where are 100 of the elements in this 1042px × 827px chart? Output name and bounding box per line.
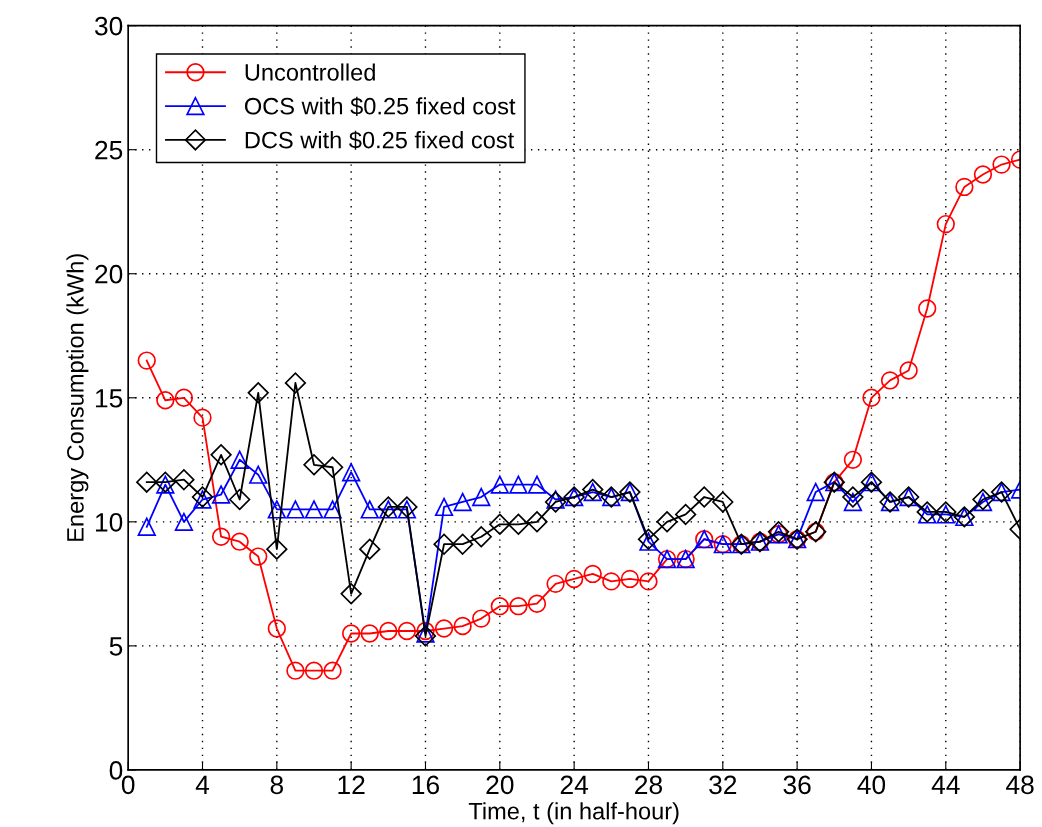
point xyxy=(602,572,621,591)
point xyxy=(340,583,362,605)
point xyxy=(472,487,491,507)
point xyxy=(284,372,307,394)
point xyxy=(992,155,1011,174)
point xyxy=(286,661,305,680)
point xyxy=(341,463,361,482)
point xyxy=(862,388,881,407)
point xyxy=(211,485,231,504)
x-axis-title: Time, t (in half-hour) xyxy=(468,802,679,825)
point xyxy=(639,572,658,591)
point xyxy=(973,165,993,184)
point xyxy=(527,475,547,494)
point xyxy=(490,475,509,494)
point xyxy=(211,527,231,546)
y-tick-label: 25 xyxy=(95,140,123,160)
point xyxy=(267,500,286,519)
point xyxy=(880,371,900,390)
point xyxy=(359,538,381,560)
point xyxy=(656,511,678,533)
y-tick-label: 30 xyxy=(94,16,123,36)
x-tick-label: 44 xyxy=(931,775,960,794)
y-tick-label: 0 xyxy=(109,761,123,780)
point xyxy=(583,564,602,584)
point xyxy=(323,661,342,680)
point xyxy=(230,532,249,551)
point xyxy=(323,500,342,519)
x-tick-label: 36 xyxy=(783,775,811,795)
y-tick-label: 10 xyxy=(95,512,123,532)
point xyxy=(136,471,158,493)
point xyxy=(526,511,548,533)
point xyxy=(156,391,175,410)
point xyxy=(490,597,509,616)
point xyxy=(321,456,344,478)
point xyxy=(174,388,194,407)
point xyxy=(712,491,734,513)
x-tick-label: 48 xyxy=(1006,775,1034,795)
point xyxy=(546,574,565,594)
point xyxy=(304,500,324,519)
point xyxy=(693,486,715,508)
point xyxy=(472,609,491,628)
point xyxy=(266,538,288,560)
y-tick-label: 5 xyxy=(109,637,123,656)
point xyxy=(286,500,305,519)
point xyxy=(193,408,212,427)
point xyxy=(360,500,379,519)
point xyxy=(955,177,974,197)
point xyxy=(360,624,379,643)
y-axis-title: Energy Consumption (kWh) xyxy=(66,254,89,541)
point xyxy=(936,214,955,234)
x-tick-label: 28 xyxy=(635,775,662,795)
point xyxy=(397,621,417,641)
x-tick-label: 24 xyxy=(560,775,589,794)
point xyxy=(806,482,825,502)
point xyxy=(489,513,511,535)
point xyxy=(509,475,528,494)
point xyxy=(249,547,268,566)
point xyxy=(453,492,472,512)
point xyxy=(249,465,268,484)
point xyxy=(303,454,325,476)
point xyxy=(507,513,530,535)
x-tick-label: 20 xyxy=(486,775,514,795)
y-tick-label: 15 xyxy=(95,389,123,408)
point xyxy=(341,624,361,643)
point xyxy=(899,361,918,380)
point xyxy=(230,450,249,469)
point xyxy=(843,492,863,512)
point xyxy=(451,533,474,555)
x-tick-label: 4 xyxy=(195,775,210,794)
point xyxy=(434,497,454,517)
point xyxy=(229,488,251,511)
point xyxy=(843,450,863,469)
point xyxy=(267,619,286,638)
x-tick-label: 32 xyxy=(709,775,737,795)
point xyxy=(564,569,584,589)
point xyxy=(137,351,156,370)
legend-label: OCS with $0.25 fixed cost xyxy=(244,96,516,116)
point xyxy=(173,469,195,491)
x-tick-label: 40 xyxy=(857,775,886,795)
point xyxy=(470,526,492,548)
point xyxy=(247,382,269,404)
point xyxy=(453,616,472,636)
point xyxy=(434,619,454,638)
point xyxy=(509,597,528,616)
y-tick-label: 20 xyxy=(95,264,123,284)
point xyxy=(674,503,697,526)
x-tick-label: 8 xyxy=(270,775,284,795)
x-tick-label: 12 xyxy=(338,775,365,794)
point xyxy=(210,444,232,466)
point xyxy=(137,517,156,536)
point xyxy=(527,594,547,613)
point xyxy=(842,486,864,508)
point xyxy=(304,661,324,680)
point xyxy=(433,533,455,555)
point xyxy=(379,621,398,641)
legend-label: DCS with $0.25 fixed cost xyxy=(245,130,515,150)
x-tick-label: 16 xyxy=(412,775,439,795)
legend-label: Uncontrolled xyxy=(245,63,375,81)
point xyxy=(174,512,194,532)
point xyxy=(620,569,640,589)
